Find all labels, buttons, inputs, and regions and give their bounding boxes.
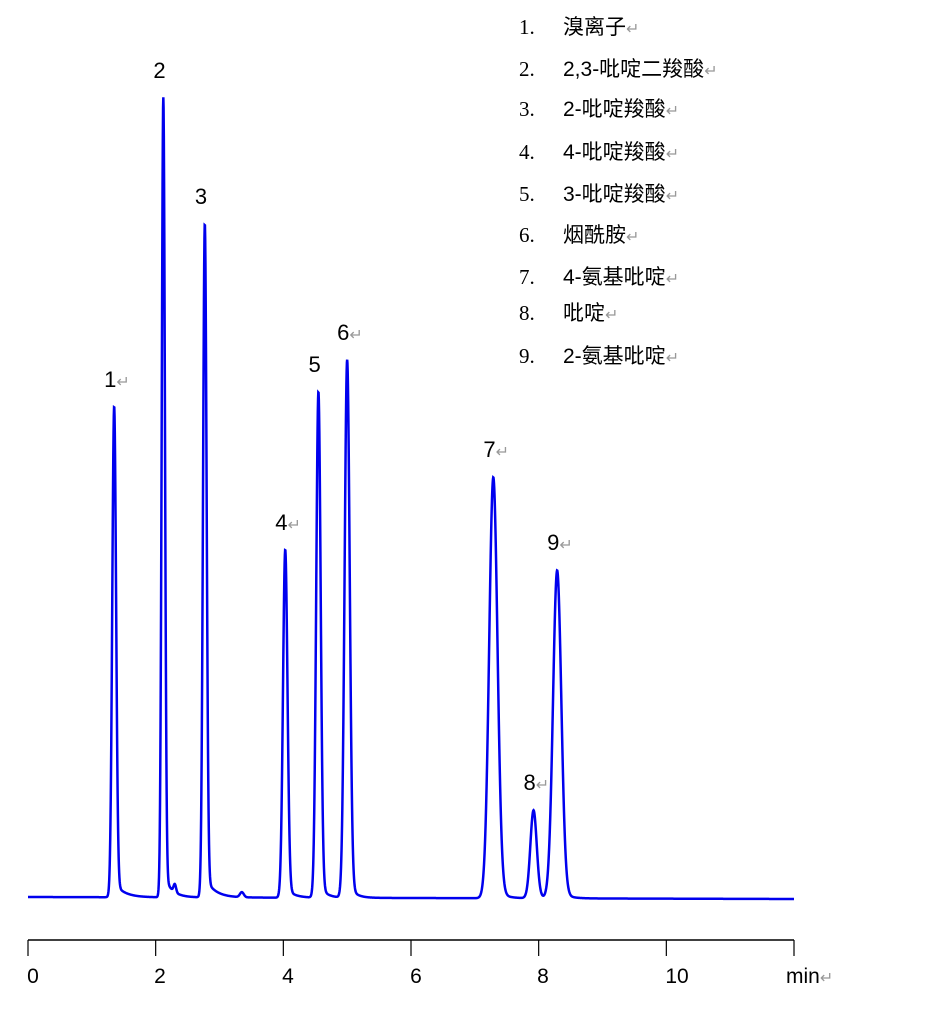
legend-compound: 2-氨基吡啶 <box>563 345 666 368</box>
legend-compound: 2,3-吡啶二羧酸 <box>563 58 705 81</box>
return-mark: ↵ <box>704 63 718 80</box>
peak-label-7: 7↵ <box>483 437 509 462</box>
x-axis-label: min↵ <box>786 965 834 988</box>
x-tick-label: 10 <box>665 965 689 988</box>
legend-number: 3. <box>519 97 535 121</box>
x-tick-label: 4 <box>282 965 294 988</box>
legend-number: 8. <box>519 301 535 325</box>
x-tick-label: 8 <box>537 965 549 988</box>
legend-compound: 3-吡啶羧酸 <box>563 183 666 206</box>
legend-item: 2. 2,3-吡啶二羧酸↵ <box>519 57 718 81</box>
peak-label-6: 6↵ <box>337 320 363 345</box>
legend-item: 7. 4-氨基吡啶↵ <box>519 265 680 289</box>
return-mark: ↵ <box>626 229 640 246</box>
peak-label-4: 4↵ <box>275 510 301 535</box>
legend-number: 9. <box>519 344 535 368</box>
legend-compound: 4-吡啶羧酸 <box>563 141 666 164</box>
peak-label-5: 5 <box>308 352 321 377</box>
legend-compound: 吡啶 <box>563 302 605 325</box>
x-tick-label: 0 <box>27 965 39 988</box>
return-mark: ↵ <box>665 188 680 205</box>
legend-item: 3. 2-吡啶羧酸↵ <box>519 97 680 121</box>
peak-label-2: 2 <box>153 58 166 83</box>
legend-number: 4. <box>519 140 535 164</box>
legend-item: 4. 4-吡啶羧酸↵ <box>519 140 680 164</box>
chromatogram-trace <box>28 97 794 901</box>
legend-compound: 溴离子 <box>563 16 626 39</box>
legend-item: 8. 吡啶↵ <box>519 301 619 325</box>
return-mark: ↵ <box>626 21 640 38</box>
legend-number: 1. <box>519 15 535 39</box>
return-mark: ↵ <box>605 307 619 324</box>
x-tick-label: 6 <box>410 965 422 988</box>
peak-label-8: 8↵ <box>523 770 550 795</box>
legend-item: 1. 溴离子↵ <box>519 15 640 39</box>
return-mark: ↵ <box>665 146 680 163</box>
return-mark: ↵ <box>665 271 680 288</box>
x-tick-label: 2 <box>154 965 166 988</box>
peak-label-3: 3 <box>194 184 208 209</box>
legend-number: 5. <box>519 182 535 206</box>
legend-compound: 2-吡啶羧酸 <box>563 98 666 121</box>
legend-item: 5. 3-吡啶羧酸↵ <box>519 182 680 206</box>
return-mark: ↵ <box>665 350 680 367</box>
legend-number: 6. <box>519 223 535 247</box>
return-mark: ↵ <box>665 103 680 120</box>
legend-number: 2. <box>519 57 535 81</box>
legend-compound: 4-氨基吡啶 <box>563 266 666 289</box>
peak-label-1: 1↵ <box>104 367 130 392</box>
legend-number: 7. <box>519 265 535 289</box>
legend-compound: 烟酰胺 <box>563 224 626 247</box>
legend-item: 9. 2-氨基吡啶↵ <box>519 344 680 368</box>
legend-item: 6. 烟酰胺↵ <box>519 223 640 247</box>
peak-label-9: 9↵ <box>547 530 573 555</box>
